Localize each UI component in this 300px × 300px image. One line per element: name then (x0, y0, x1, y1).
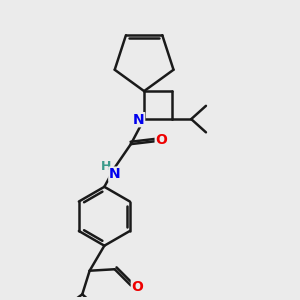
Text: O: O (131, 280, 143, 294)
Text: O: O (155, 133, 167, 147)
Text: H: H (101, 160, 112, 173)
Text: N: N (133, 113, 145, 127)
Text: N: N (109, 167, 121, 181)
Text: N: N (133, 113, 145, 127)
